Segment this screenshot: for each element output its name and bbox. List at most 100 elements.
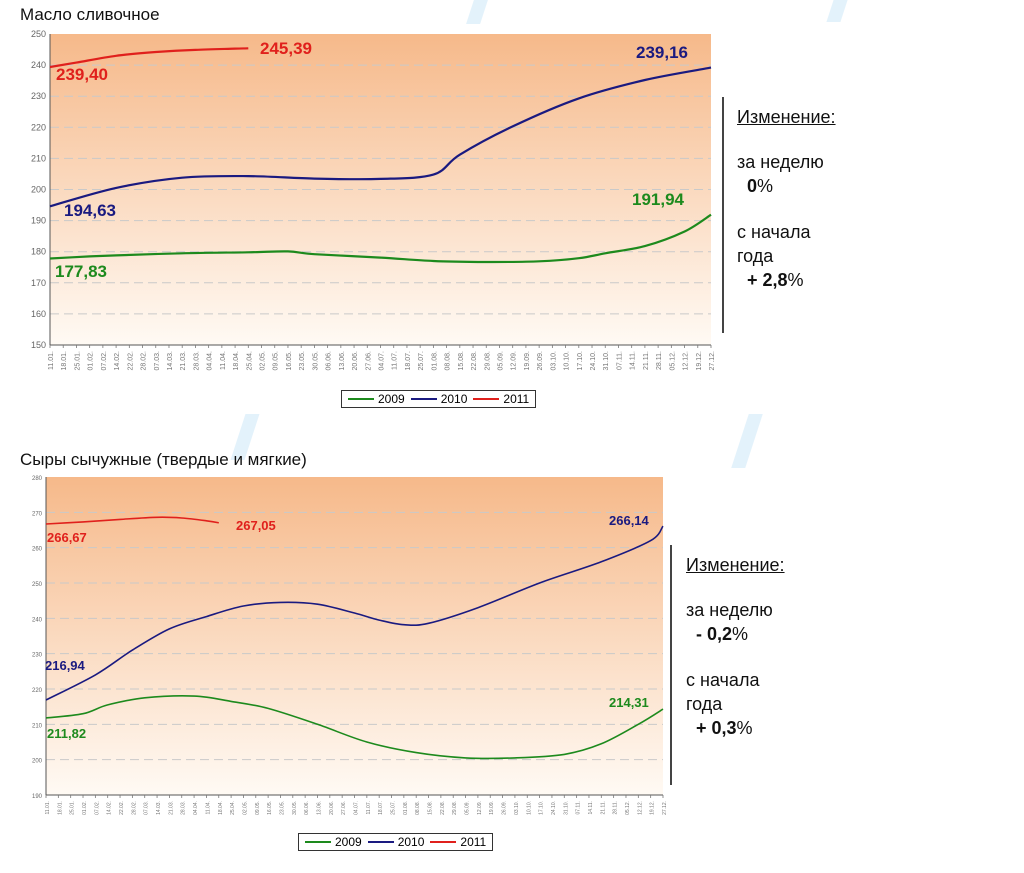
data-label-2010: 239,16 xyxy=(636,43,688,62)
x-tick-label: 11.04. xyxy=(220,351,227,370)
change-header: Изменение: xyxy=(737,107,836,127)
y-tick-label: 230 xyxy=(31,91,46,101)
x-tick-label: 13.06. xyxy=(316,801,322,815)
x-tick-label: 03.10. xyxy=(550,351,557,371)
x-tick-label: 22.02. xyxy=(119,801,125,815)
x-tick-label: 01.02. xyxy=(82,801,88,815)
x-tick-label: 11.07. xyxy=(392,351,399,370)
y-tick-label: 280 xyxy=(32,476,43,482)
y-tick-label: 220 xyxy=(31,122,46,132)
x-tick-label: 04.07. xyxy=(379,351,386,371)
change-panel-butter: Изменение: за неделю 0% с начала года + … xyxy=(737,107,836,314)
x-tick-label: 04.04. xyxy=(193,801,199,815)
data-label-2009: 191,94 xyxy=(632,190,685,209)
x-tick-label: 30.05. xyxy=(312,351,319,371)
x-tick-label: 09.05. xyxy=(255,801,261,815)
x-tick-label: 01.08. xyxy=(431,351,438,371)
x-tick-label: 14.02. xyxy=(107,801,113,815)
x-tick-label: 22.02. xyxy=(127,351,134,371)
y-tick-label: 250 xyxy=(31,29,46,39)
y-tick-label: 190 xyxy=(31,216,46,226)
legend-cheese: 2009 2010 2011 xyxy=(298,833,494,851)
x-tick-label: 21.11. xyxy=(600,801,606,815)
x-tick-label: 02.05. xyxy=(260,351,267,371)
x-tick-label: 23.05. xyxy=(279,801,285,815)
data-label-2010: 216,94 xyxy=(45,658,86,673)
x-tick-label: 18.04. xyxy=(233,351,240,371)
x-tick-label: 25.01. xyxy=(74,351,81,371)
x-tick-label: 07.02. xyxy=(94,801,100,815)
week-value: - 0,2% xyxy=(696,624,749,644)
y-tick-label: 190 xyxy=(32,794,43,800)
x-tick-label: 26.09. xyxy=(537,351,544,371)
x-tick-label: 07.11. xyxy=(616,351,623,370)
x-tick-label: 16.05. xyxy=(267,801,273,815)
data-label-2011: 239,40 xyxy=(56,65,108,84)
x-tick-label: 12.09. xyxy=(477,801,483,815)
x-tick-label: 11.07. xyxy=(366,801,372,815)
x-tick-label: 16.05. xyxy=(286,351,293,371)
x-tick-label: 01.02. xyxy=(88,351,95,371)
x-tick-label: 24.10. xyxy=(590,351,597,371)
x-tick-label: 28.02. xyxy=(141,351,148,371)
y-tick-label: 250 xyxy=(32,582,43,588)
x-tick-label: 05.12. xyxy=(625,801,631,815)
x-tick-label: 19.09. xyxy=(489,801,495,815)
x-tick-label: 25.07. xyxy=(391,801,397,815)
x-tick-label: 25.07. xyxy=(418,351,425,371)
x-tick-label: 17.10. xyxy=(577,351,584,371)
x-tick-label: 08.08. xyxy=(445,351,452,371)
x-tick-label: 19.12. xyxy=(650,801,656,815)
divider-line xyxy=(722,97,724,333)
x-tick-label: 27.12. xyxy=(709,351,716,371)
x-tick-label: 12.09. xyxy=(511,351,518,371)
x-tick-label: 14.11. xyxy=(588,801,594,815)
x-tick-label: 28.02. xyxy=(131,801,137,815)
legend-item-2009: 2009 xyxy=(305,835,362,849)
x-tick-label: 10.10. xyxy=(526,801,532,815)
series-line-2010 xyxy=(49,66,712,208)
x-tick-label: 31.10. xyxy=(563,801,569,815)
x-tick-label: 23.05. xyxy=(299,351,306,371)
x-tick-label: 22.08. xyxy=(440,801,446,815)
x-tick-label: 25.04. xyxy=(246,351,253,371)
x-tick-label: 31.10. xyxy=(603,351,610,371)
x-tick-label: 20.06. xyxy=(329,801,335,815)
x-tick-label: 07.11. xyxy=(576,801,582,815)
x-tick-label: 07.03. xyxy=(144,801,150,815)
y-tick-label: 170 xyxy=(31,278,46,288)
x-tick-label: 04.04. xyxy=(207,351,214,371)
x-tick-label: 27.12. xyxy=(662,801,668,815)
y-tick-label: 200 xyxy=(32,759,43,765)
x-tick-label: 27.06. xyxy=(365,351,372,371)
legend-item-2010: 2010 xyxy=(367,835,424,849)
x-tick-label: 07.02. xyxy=(101,351,108,371)
x-tick-label: 14.03. xyxy=(156,801,162,815)
x-tick-label: 06.06. xyxy=(326,351,333,371)
ytd-label: с начала xyxy=(686,670,760,690)
y-tick-label: 180 xyxy=(31,247,46,257)
x-tick-label: 11.01. xyxy=(45,801,51,815)
x-tick-label: 12.12. xyxy=(637,801,643,815)
x-tick-label: 28.03. xyxy=(181,801,187,815)
series-line-2009 xyxy=(49,213,712,264)
ytd-value: + 0,3% xyxy=(696,718,753,738)
x-tick-label: 27.06. xyxy=(341,801,347,815)
x-tick-label: 21.03. xyxy=(180,351,187,371)
divider-line xyxy=(670,545,672,785)
x-tick-label: 29.08. xyxy=(484,351,491,371)
x-tick-label: 14.11. xyxy=(630,351,637,370)
x-tick-label: 29.08. xyxy=(452,801,458,815)
x-tick-label: 22.08. xyxy=(471,351,478,371)
y-tick-label: 230 xyxy=(32,653,43,659)
x-tick-label: 25.04. xyxy=(230,801,236,815)
ytd-value: + 2,8% xyxy=(747,270,804,290)
x-tick-label: 14.02. xyxy=(114,351,121,371)
x-tick-label: 10.10. xyxy=(564,351,571,371)
x-tick-label: 18.04. xyxy=(218,801,224,815)
series-line-2011 xyxy=(49,47,249,69)
data-label-2009: 177,83 xyxy=(55,262,107,281)
legend-item-2010: 2010 xyxy=(410,392,467,406)
